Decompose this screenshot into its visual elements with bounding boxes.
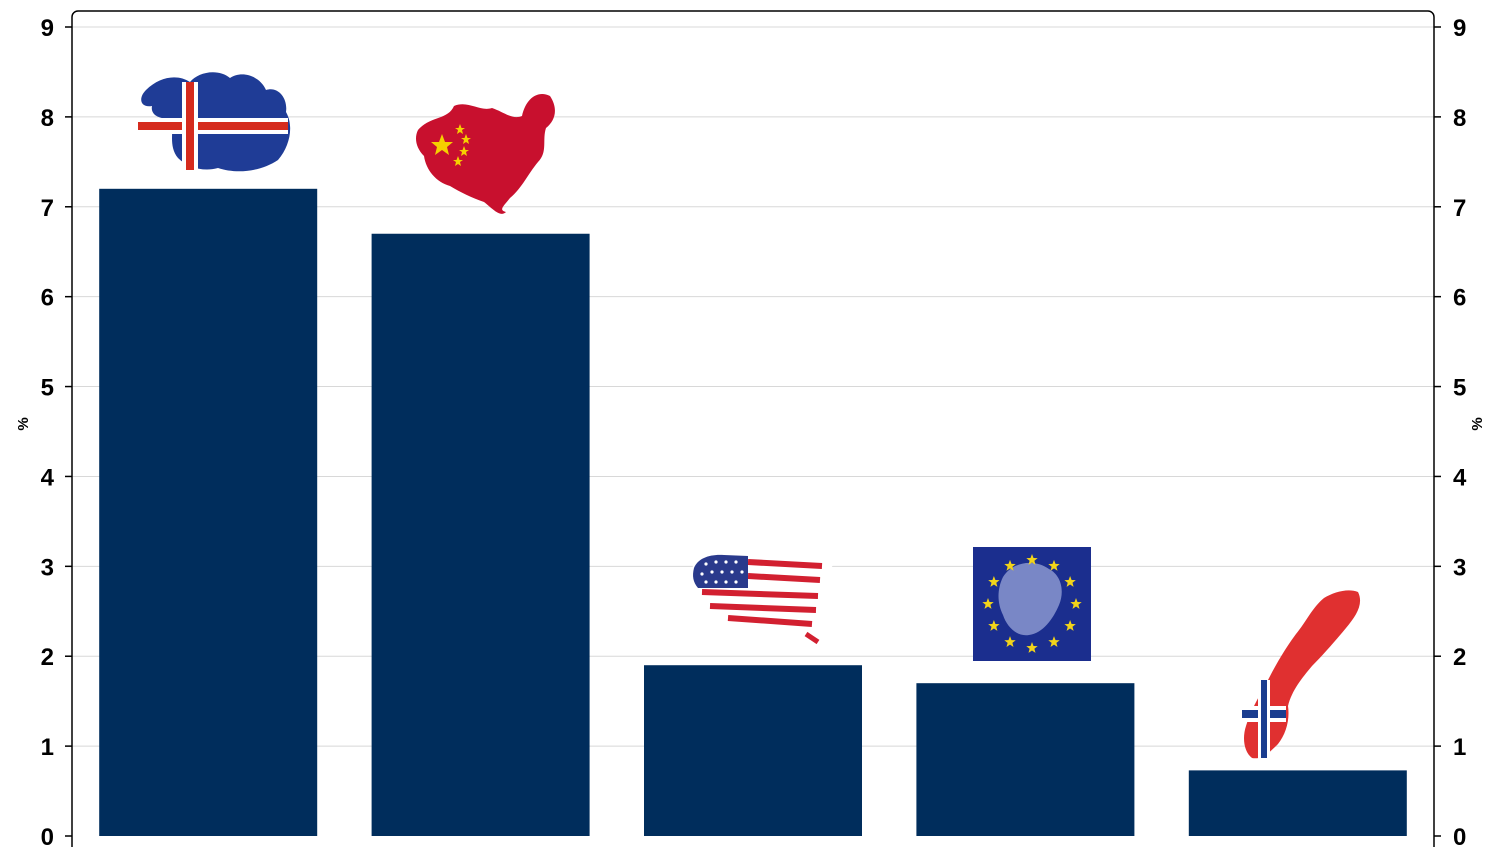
right-y-axis: 0 1 2 3 4 5 6 7 8 9 [1434,15,1467,847]
bar-iceland [99,188,318,837]
eu-star [1070,598,1082,609]
left-tick-label: 3 [41,554,54,581]
right-tick-label: 6 [1453,285,1466,312]
eu-star [1064,576,1076,587]
eu-star [1004,636,1016,647]
eu-star [982,598,994,609]
usa-stripes [701,559,823,645]
right-tick-label: 2 [1453,644,1466,671]
right-tick-label: 3 [1453,554,1466,581]
usa-map-flag-icon [691,553,838,646]
eu-star [1026,554,1038,565]
right-tick-label: 9 [1453,15,1466,42]
china-map-flag-icon [416,94,555,214]
left-tick-label: 6 [41,285,54,312]
eu-star [1064,620,1076,631]
bar-eu [916,683,1135,836]
right-tick-label: 0 [1453,824,1466,847]
right-axis-unit-label: % [1469,417,1486,430]
left-tick-label: 9 [41,15,54,42]
bar-china [371,233,590,836]
eu-star [1004,559,1016,571]
left-tick-label: 1 [41,734,54,761]
left-tick-label: 5 [41,375,54,402]
bar-usa [644,665,862,836]
left-tick-label: 8 [41,105,54,132]
left-tick-label: 0 [41,824,54,847]
left-y-axis: 0 1 2 3 4 5 6 7 8 9 [41,15,72,847]
eu-star [1048,636,1060,647]
bar-norway [1188,770,1407,836]
iceland-map-flag-icon [138,72,291,172]
left-tick-label: 2 [41,644,54,671]
eu-flag-icon [973,547,1091,661]
left-tick-label: 4 [41,464,55,491]
right-tick-label: 5 [1453,375,1466,402]
eu-star [1026,642,1038,653]
norway-map-flag-icon [1242,590,1361,759]
bars [99,188,1407,837]
right-tick-label: 4 [1453,464,1467,491]
right-tick-label: 8 [1453,105,1466,132]
eu-star [988,620,1000,631]
right-tick-label: 7 [1453,195,1466,222]
right-tick-label: 1 [1453,734,1466,761]
plot-frame [71,10,1435,847]
left-tick-label: 7 [41,195,54,222]
eu-star [988,576,1000,587]
left-axis-unit-label: % [15,417,32,430]
eu-star [1048,559,1060,571]
